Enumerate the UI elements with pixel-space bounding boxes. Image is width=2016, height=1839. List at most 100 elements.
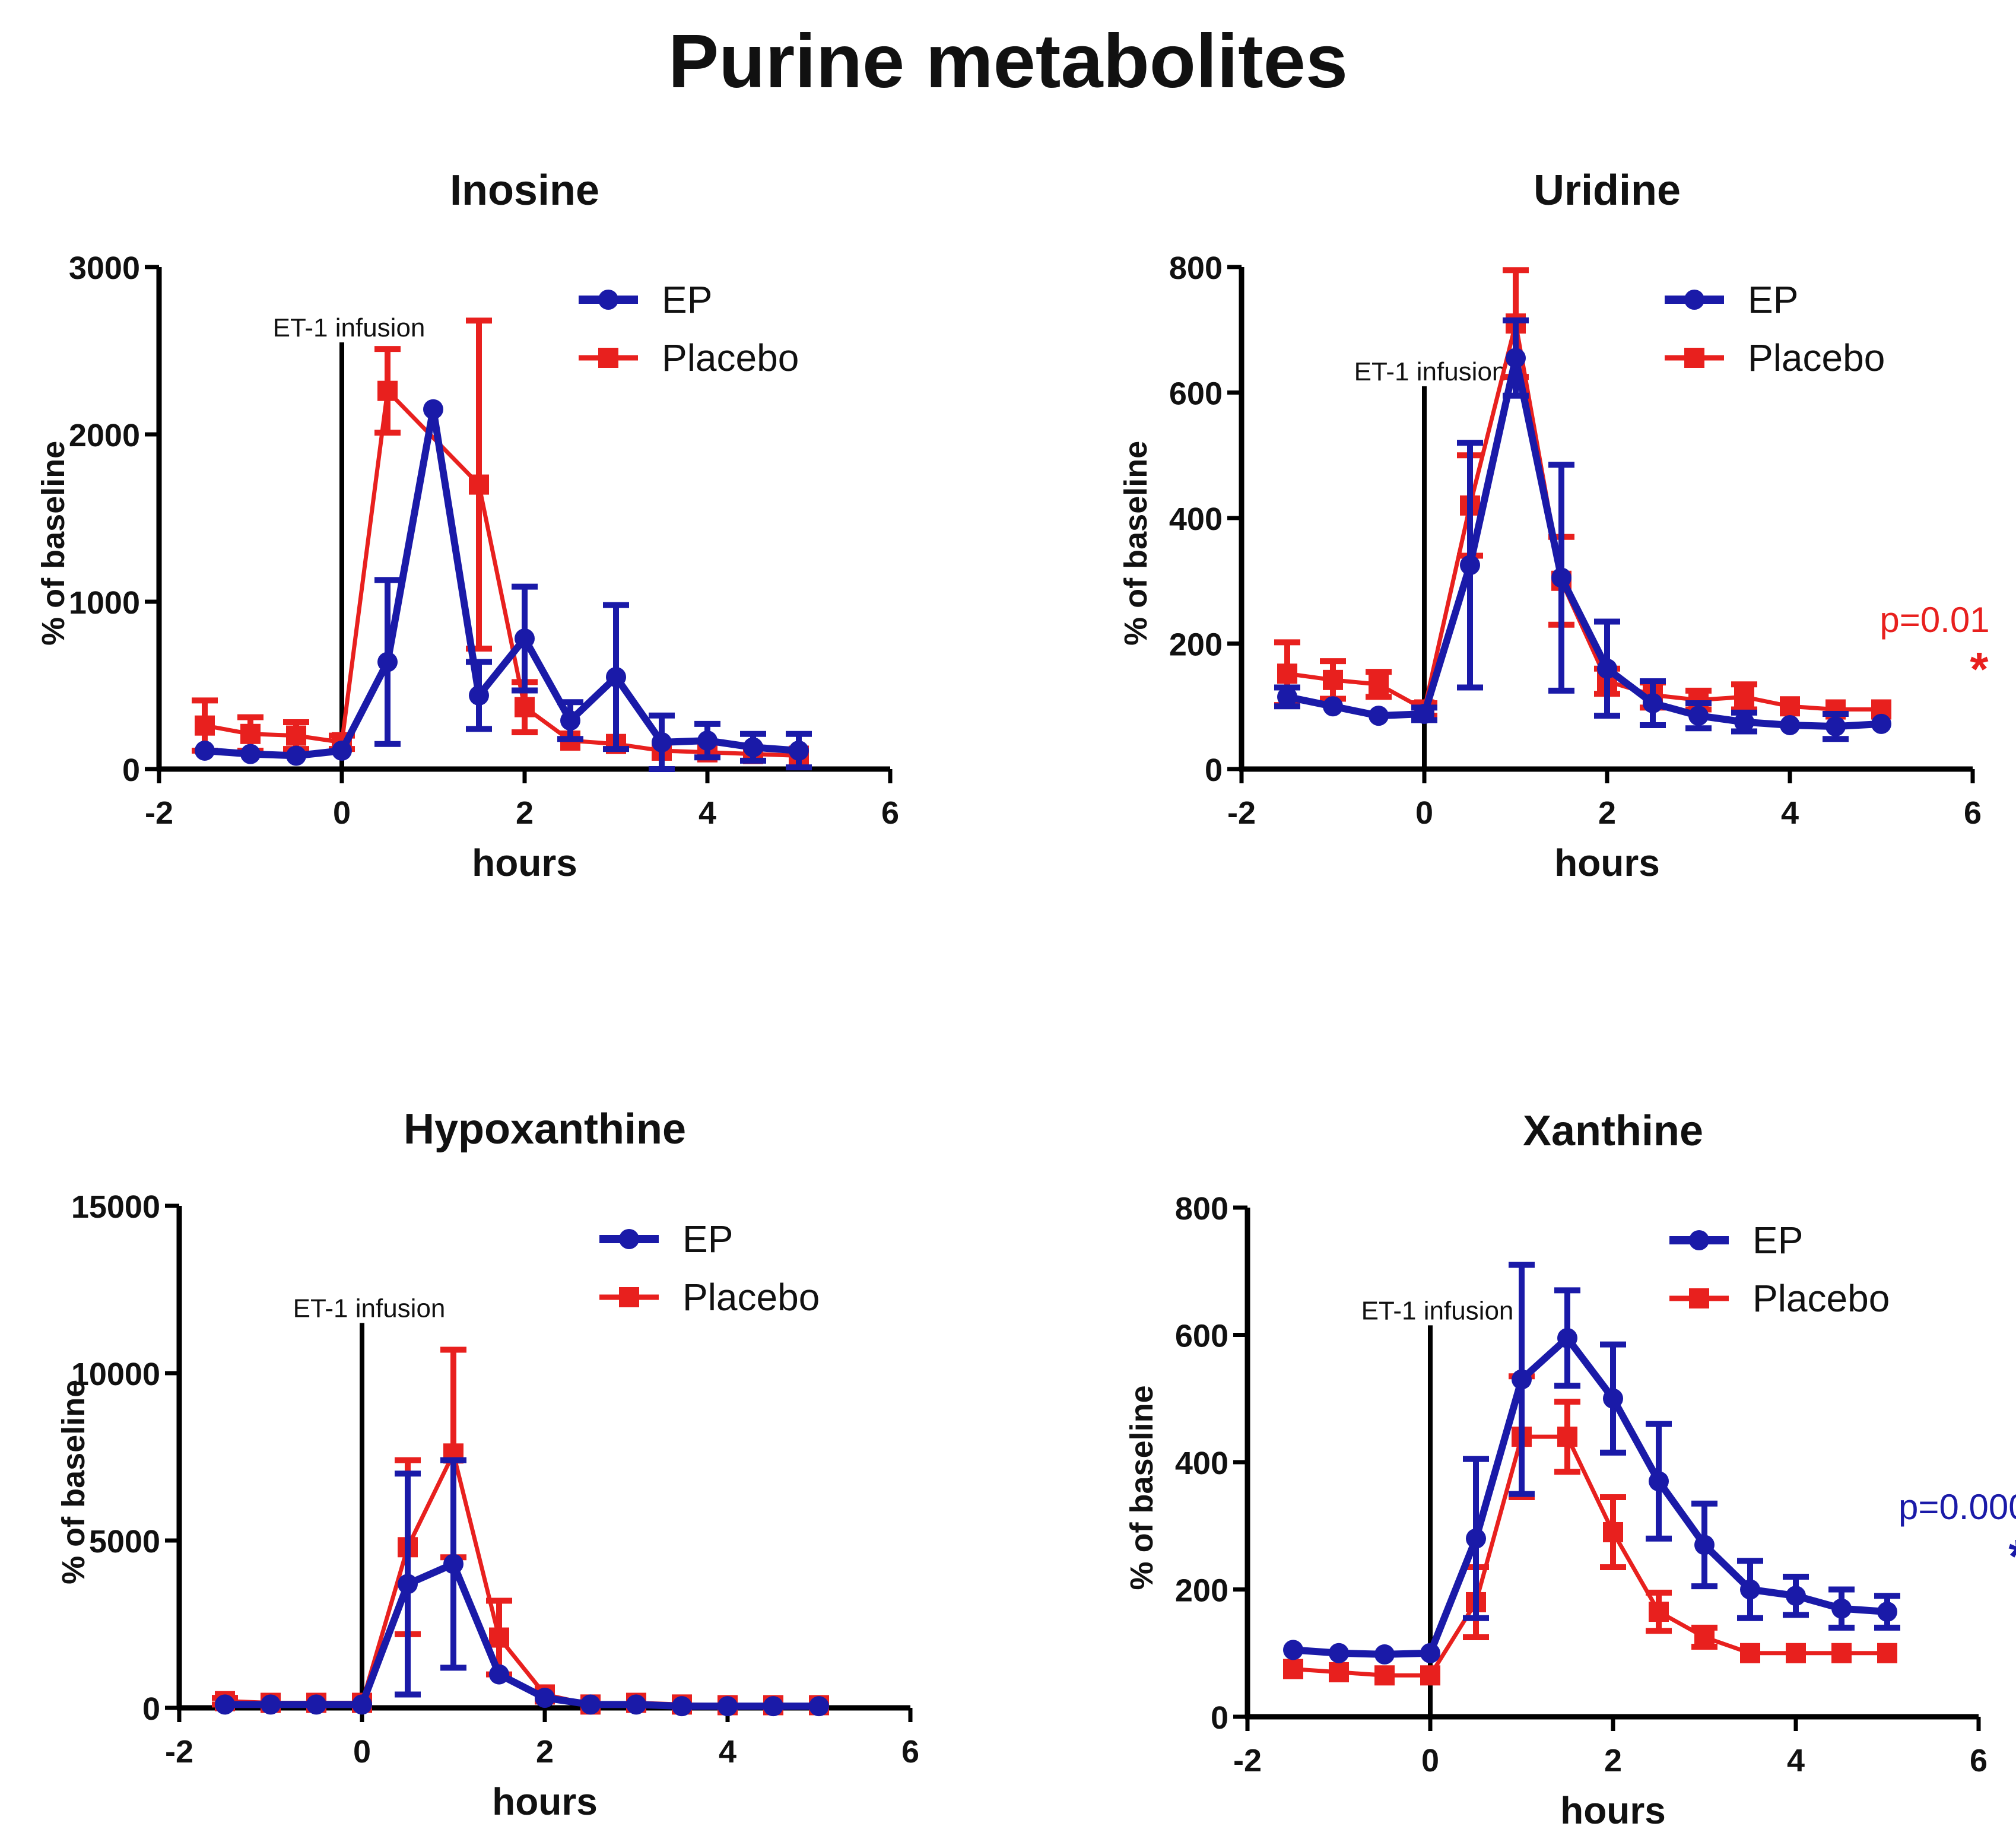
data-point-ep — [1740, 1579, 1760, 1600]
legend-marker — [598, 348, 618, 368]
data-point-placebo — [1786, 1643, 1806, 1663]
data-point-ep — [652, 732, 672, 752]
data-point-placebo — [1603, 1522, 1623, 1542]
series-placebo — [212, 1346, 829, 1716]
x-tick-label: 6 — [881, 795, 899, 831]
y-tick-label: 600 — [1169, 376, 1223, 412]
y-tick-label: 5000 — [89, 1524, 160, 1560]
legend-item-placebo: Placebo — [1669, 1277, 1890, 1320]
data-point-ep — [1414, 703, 1434, 724]
data-point-placebo — [1688, 690, 1709, 710]
data-point-placebo — [469, 474, 489, 495]
legend-label: EP — [1748, 278, 1798, 321]
data-point-ep — [809, 1696, 829, 1717]
data-point-ep — [352, 1694, 372, 1715]
legend-label: Placebo — [682, 1276, 820, 1319]
data-point-placebo — [1740, 1643, 1760, 1663]
legend-label: Placebo — [1748, 336, 1885, 379]
legend-marker — [1689, 1288, 1709, 1308]
legend-marker — [1684, 290, 1704, 310]
series-line-ep — [1293, 1334, 1888, 1658]
data-point-ep — [1466, 1528, 1486, 1549]
chart-title: Xanthine — [1523, 1107, 1703, 1155]
series-ep — [215, 1457, 829, 1717]
data-point-ep — [672, 1696, 692, 1717]
data-point-ep — [1283, 1640, 1303, 1660]
data-point-placebo — [1466, 1592, 1486, 1612]
data-point-placebo — [489, 1627, 509, 1648]
data-point-ep — [377, 652, 398, 672]
legend-item-ep: EP — [1665, 278, 1798, 321]
legend-marker — [1684, 348, 1704, 368]
data-point-ep — [1597, 658, 1617, 679]
data-point-placebo — [763, 1695, 783, 1716]
legend-label: EP — [1753, 1219, 1803, 1262]
data-point-ep — [743, 737, 763, 758]
y-tick-label: 10000 — [71, 1357, 160, 1392]
p-value-label: p=0.0009 — [1898, 1487, 2016, 1527]
data-point-ep — [443, 1554, 463, 1574]
data-point-placebo — [1374, 1665, 1395, 1686]
data-point-ep — [1780, 714, 1800, 735]
data-point-placebo — [697, 742, 717, 763]
data-point-placebo — [743, 744, 763, 764]
data-point-ep — [1825, 716, 1846, 737]
y-axis-label: % of baseline — [36, 441, 71, 646]
data-point-placebo — [1825, 699, 1846, 720]
data-point-placebo — [286, 725, 306, 746]
data-point-placebo — [606, 733, 626, 754]
data-point-ep — [580, 1694, 601, 1715]
series-ep — [1274, 317, 1891, 742]
series-ep — [195, 399, 812, 772]
data-point-placebo — [1877, 1643, 1897, 1663]
data-point-ep — [1557, 1327, 1577, 1348]
data-point-placebo — [1649, 1602, 1669, 1622]
legend-marker — [619, 1229, 639, 1249]
data-point-ep — [423, 399, 443, 420]
figure-title: Purine metabolites — [668, 19, 1348, 104]
x-tick-label: 2 — [1598, 795, 1616, 831]
data-point-placebo — [789, 745, 809, 766]
y-axis-label: % of baseline — [1118, 441, 1154, 646]
data-point-placebo — [1871, 699, 1891, 720]
series-placebo — [192, 317, 809, 766]
data-point-placebo — [672, 1694, 692, 1715]
data-point-ep — [1688, 706, 1709, 726]
data-point-placebo — [1420, 1665, 1440, 1686]
y-tick-label: 600 — [1175, 1319, 1228, 1354]
data-point-ep — [195, 740, 215, 761]
chart-title: Inosine — [450, 167, 599, 214]
data-point-placebo — [332, 732, 352, 752]
y-tick-label: 2000 — [69, 418, 140, 453]
series-line-placebo — [204, 389, 799, 758]
legend-item-ep: EP — [1669, 1219, 1803, 1262]
data-point-placebo — [626, 1692, 646, 1713]
data-point-placebo — [1329, 1662, 1349, 1682]
p-value-label: p=0.01 — [1880, 600, 1989, 640]
data-point-ep — [606, 666, 626, 687]
chart-title: Hypoxanthine — [404, 1106, 686, 1153]
data-point-ep — [286, 745, 306, 766]
data-point-ep — [1512, 1369, 1532, 1390]
infusion-marker-label: ET-1 infusion — [273, 313, 426, 342]
data-point-placebo — [1369, 674, 1389, 695]
significance-star: * — [1970, 643, 1989, 695]
data-point-placebo — [1506, 313, 1526, 334]
x-tick-label: -2 — [165, 1734, 193, 1770]
x-tick-label: 4 — [1781, 795, 1799, 831]
data-point-placebo — [1694, 1627, 1715, 1647]
data-point-placebo — [809, 1695, 829, 1716]
legend-label: Placebo — [1753, 1277, 1890, 1320]
data-point-placebo — [515, 697, 535, 717]
data-point-ep — [1460, 555, 1480, 576]
data-point-placebo — [560, 730, 580, 751]
legend-item-placebo: Placebo — [599, 1276, 820, 1319]
data-point-ep — [215, 1694, 235, 1715]
legend-item-ep: EP — [599, 1218, 733, 1260]
data-point-ep — [489, 1664, 509, 1685]
data-point-placebo — [1323, 669, 1343, 690]
